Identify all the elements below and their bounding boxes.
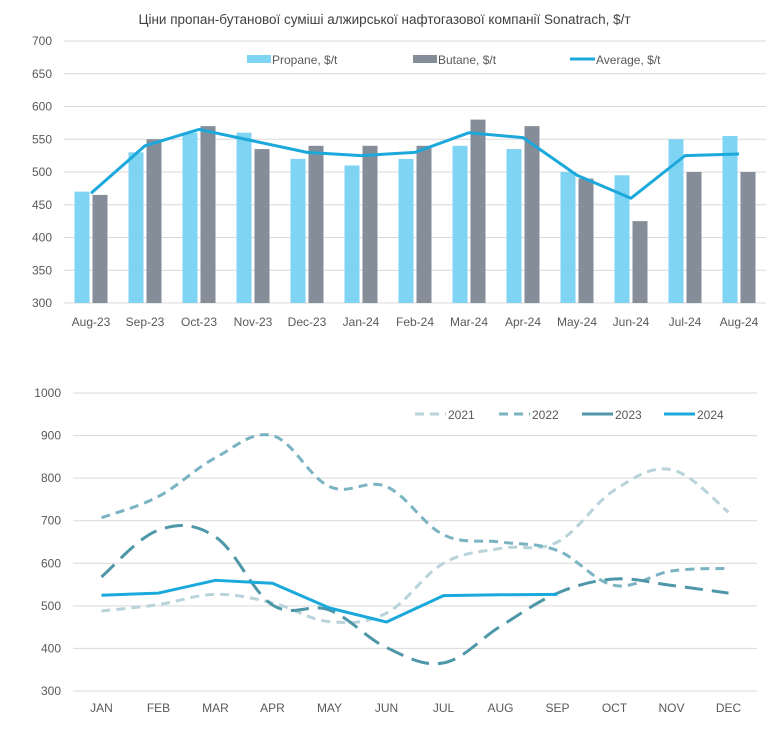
- line-2023: [100, 524, 729, 666]
- y-tick-label: 550: [32, 132, 52, 146]
- line-average: [90, 127, 740, 200]
- x-tick-label: Jul-24: [669, 315, 702, 329]
- y-tick-label: 1000: [34, 386, 61, 400]
- y-tick-label: 350: [32, 263, 52, 277]
- y-tick-label: 400: [41, 641, 61, 655]
- bar-propane: [128, 152, 144, 303]
- x-tick-label: JUL: [433, 701, 455, 715]
- line-chart: [73, 392, 757, 692]
- bar-propane: [506, 149, 522, 303]
- bar-butane: [632, 221, 648, 303]
- bar-propane: [290, 158, 306, 303]
- line-2022: [100, 433, 729, 588]
- y-tick-label: 300: [32, 296, 52, 310]
- bar-propane: [722, 135, 738, 303]
- x-tick-label: May-24: [557, 315, 597, 329]
- x-tick-label: Mar-24: [450, 315, 488, 329]
- x-tick-label: DEC: [716, 701, 742, 715]
- legend-label-2022: 2022: [532, 408, 559, 422]
- x-tick-label: FEB: [147, 701, 170, 715]
- y-tick-label: 300: [41, 684, 61, 698]
- bar-propane: [398, 158, 414, 303]
- x-tick-label: NOV: [658, 701, 684, 715]
- x-tick-label: Aug-24: [720, 315, 759, 329]
- y-tick-label: 600: [32, 100, 52, 114]
- x-tick-label: Sep-23: [126, 315, 165, 329]
- bar-butane: [524, 126, 540, 304]
- x-tick-label: Oct-23: [181, 315, 217, 329]
- x-tick-label: SEP: [545, 701, 569, 715]
- legend-swatch-butane: [413, 55, 437, 63]
- bar-butane: [146, 139, 162, 303]
- x-tick-label: Apr-24: [505, 315, 541, 329]
- y-tick-label: 400: [32, 231, 52, 245]
- line-2021: [101, 467, 730, 625]
- bar-propane: [344, 165, 360, 303]
- bar-butane: [362, 145, 378, 303]
- bar-butane: [470, 119, 486, 303]
- bar-butane: [686, 172, 702, 303]
- x-tick-label: JAN: [90, 701, 113, 715]
- legend-label-propane: Propane, $/t: [272, 53, 338, 67]
- bar-propane: [560, 172, 576, 303]
- x-tick-label: JUN: [375, 701, 398, 715]
- legend-label-2024: 2024: [697, 408, 724, 422]
- line-2024: [101, 578, 558, 624]
- x-tick-label: OCT: [602, 701, 628, 715]
- y-tick-label: 600: [41, 556, 61, 570]
- legend-label-average: Average, $/t: [596, 53, 661, 67]
- y-tick-label: 700: [41, 514, 61, 528]
- bar-propane: [236, 132, 252, 303]
- bar-butane: [578, 178, 594, 303]
- y-tick-label: 700: [32, 34, 52, 48]
- y-tick-label: 450: [32, 198, 52, 212]
- x-tick-label: AUG: [487, 701, 513, 715]
- y-tick-label: 500: [32, 165, 52, 179]
- x-tick-label: MAY: [317, 701, 342, 715]
- bar-butane: [308, 145, 324, 303]
- y-tick-label: 800: [41, 471, 61, 485]
- y-tick-label: 650: [32, 67, 52, 81]
- legend-swatch-propane: [247, 55, 271, 63]
- x-tick-label: Jan-24: [343, 315, 380, 329]
- x-tick-label: Aug-23: [72, 315, 111, 329]
- bar-propane: [452, 145, 468, 303]
- y-tick-label: 900: [41, 429, 61, 443]
- x-tick-label: APR: [260, 701, 285, 715]
- chart-title: Ціни пропан-бутанової суміші алжирської …: [138, 12, 631, 27]
- bar-butane: [200, 126, 216, 304]
- x-tick-label: Nov-23: [234, 315, 273, 329]
- bar-butane: [416, 145, 432, 303]
- bar-chart: [64, 40, 766, 304]
- legend-label-2023: 2023: [615, 408, 642, 422]
- legend-label-butane: Butane, $/t: [438, 53, 497, 67]
- y-tick-label: 500: [41, 599, 61, 613]
- legend-label-2021: 2021: [448, 408, 475, 422]
- bar-propane: [668, 139, 684, 303]
- x-tick-label: MAR: [202, 701, 229, 715]
- x-tick-label: Jun-24: [613, 315, 650, 329]
- x-tick-label: Feb-24: [396, 315, 434, 329]
- bar-propane: [182, 132, 198, 303]
- x-tick-label: Dec-23: [288, 315, 327, 329]
- bar-propane: [74, 191, 90, 303]
- bar-butane: [254, 149, 270, 303]
- bar-propane: [614, 175, 630, 303]
- bar-butane: [92, 194, 108, 303]
- bar-butane: [740, 172, 756, 303]
